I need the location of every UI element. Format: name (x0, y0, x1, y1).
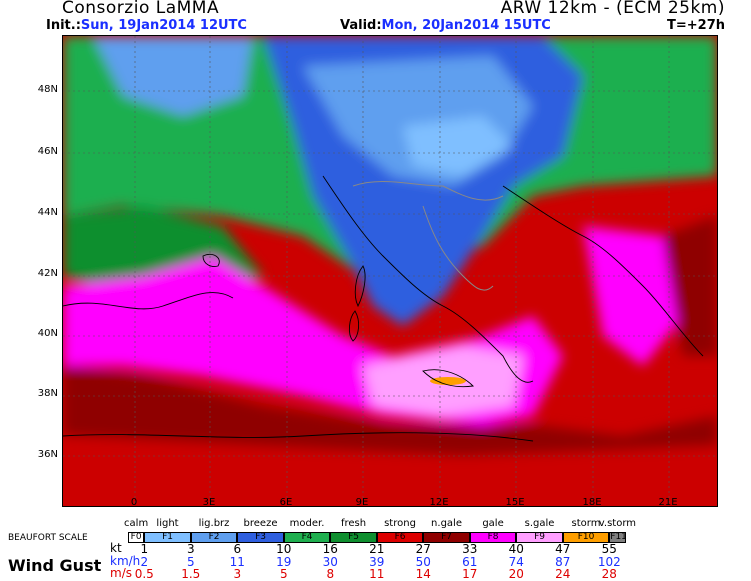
init-time: Init.:Sun, 19Jan2014 12UTC (46, 18, 247, 33)
lat-label-48n: 48N (37, 84, 58, 95)
beaufort-name-11: v.storm (598, 518, 637, 529)
kmh-value: 2 (140, 555, 149, 569)
beaufort-cell-f10: F10 (562, 532, 610, 543)
beaufort-name-3: breeze (243, 518, 278, 529)
beaufort-cell-f9: F9 (516, 532, 563, 543)
beaufort-name-1: light (156, 518, 179, 529)
variable-title: Wind Gust (8, 556, 102, 575)
lon-label-3e: 3E (202, 497, 216, 508)
ms-value: 0.5 (134, 567, 154, 581)
beaufort-cell-f2: F2 (190, 532, 238, 543)
ms-value: 24 (555, 567, 571, 581)
valid-label: Valid: (340, 18, 382, 33)
kt-value: 1 (140, 542, 149, 556)
beaufort-scale-title: BEAUFORT SCALE (8, 533, 88, 543)
lat-label-40n: 40N (37, 328, 58, 339)
forecast-step: T=+27h (667, 18, 725, 33)
kt-value: 21 (369, 542, 385, 556)
ms-value: 5 (279, 567, 288, 581)
kt-value: 33 (462, 542, 478, 556)
init-value: Sun, 19Jan2014 12UTC (80, 18, 247, 33)
lon-label-9e: 9E (355, 497, 369, 508)
lat-label-36n: 36N (37, 449, 58, 460)
ms-value: 14 (415, 567, 431, 581)
ms-value: 17 (462, 567, 478, 581)
kmh-value: 30 (322, 555, 338, 569)
beaufort-name-8: gale (482, 518, 504, 529)
kmh-value: 87 (555, 555, 571, 569)
beaufort-cell-f5: F5 (330, 532, 377, 543)
beaufort-name-7: n.gale (431, 518, 462, 529)
kt-value: 10 (276, 542, 292, 556)
lon-label-21e: 21E (658, 497, 678, 508)
lat-label-38n: 38N (37, 388, 58, 399)
lat-label-42n: 42N (37, 268, 58, 279)
model-title: ARW 12km - (ECM 25km) (500, 0, 725, 18)
kt-value: 55 (601, 542, 617, 556)
beaufort-name-2: lig.brz (198, 518, 230, 529)
beaufort-cell-f7: F7 (423, 532, 470, 543)
beaufort-cell-f6: F6 (376, 532, 424, 543)
kt-value: 6 (233, 542, 242, 556)
ms-value: 8 (326, 567, 335, 581)
kmh-value: 19 (276, 555, 292, 569)
beaufort-cell-f8: F8 (469, 532, 517, 543)
lon-label-15e: 15E (505, 497, 525, 508)
wind-gust-map (62, 35, 718, 507)
beaufort-cell-f11: F11 (609, 532, 627, 543)
lat-label-44n: 44N (37, 207, 58, 218)
beaufort-name-6: strong (384, 518, 416, 529)
valid-value: Mon, 20Jan2014 15UTC (381, 18, 551, 33)
ms-unit: m/s (110, 566, 132, 580)
beaufort-name-4: moder. (289, 518, 325, 529)
kt-value: 47 (555, 542, 571, 556)
kt-unit: kt (110, 541, 122, 555)
kt-value: 40 (508, 542, 524, 556)
beaufort-name-9: s.gale (524, 518, 555, 529)
ms-value: 20 (508, 567, 524, 581)
kmh-unit: km/h (110, 554, 141, 568)
beaufort-cell-f1: F1 (144, 532, 191, 543)
ms-value: 11 (369, 567, 385, 581)
beaufort-name-0: calm (124, 518, 149, 529)
valid-time: Valid:Mon, 20Jan2014 15UTC (340, 18, 551, 33)
organization-title: Consorzio LaMMA (62, 0, 220, 18)
kt-value: 3 (186, 542, 195, 556)
init-label: Init.: (46, 18, 81, 33)
beaufort-cell-f4: F4 (283, 532, 331, 543)
kmh-value: 61 (462, 555, 478, 569)
lon-label-6e: 6E (279, 497, 293, 508)
kmh-value: 39 (369, 555, 385, 569)
kmh-value: 74 (508, 555, 524, 569)
lon-label-12e: 12E (429, 497, 449, 508)
map-canvas (62, 36, 717, 506)
kmh-value: 11 (229, 555, 245, 569)
ms-value: 1.5 (181, 567, 201, 581)
kt-value: 27 (415, 542, 431, 556)
lat-label-46n: 46N (37, 146, 58, 157)
kmh-value: 5 (186, 555, 195, 569)
kmh-value: 50 (415, 555, 431, 569)
lon-label-0: 0 (130, 497, 138, 508)
beaufort-cell-f3: F3 (237, 532, 284, 543)
kt-value: 16 (322, 542, 338, 556)
beaufort-name-5: fresh (340, 518, 367, 529)
beaufort-name-10: storm (571, 518, 601, 529)
kmh-value: 102 (597, 555, 621, 569)
lon-label-18e: 18E (582, 497, 602, 508)
ms-value: 28 (601, 567, 617, 581)
ms-value: 3 (233, 567, 242, 581)
beaufort-cell-f0: F0 (128, 532, 145, 543)
